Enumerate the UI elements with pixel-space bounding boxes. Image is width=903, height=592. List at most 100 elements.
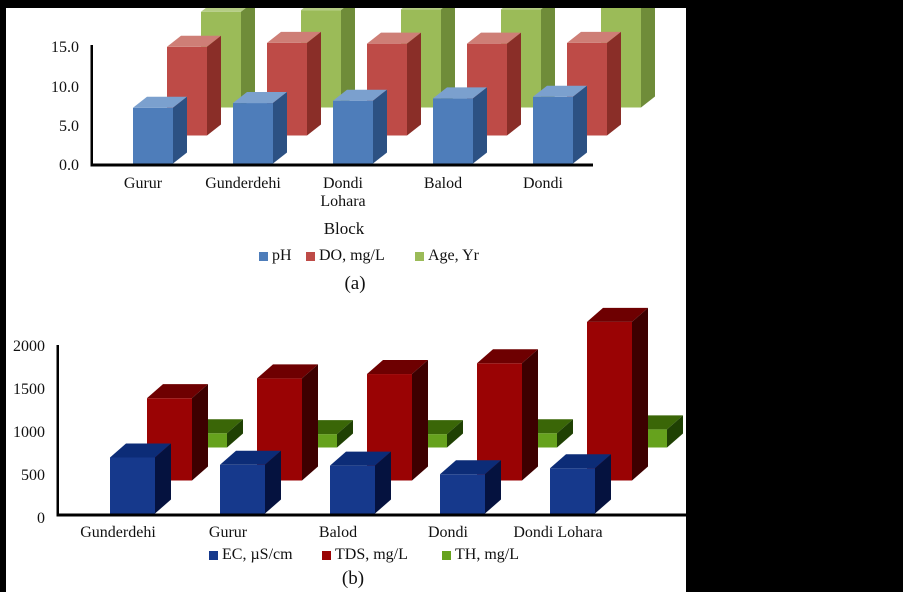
bar-top-b-s0-c0 bbox=[110, 443, 171, 458]
x-axis-b bbox=[56, 513, 686, 517]
chart-a-x-axis-title: Block bbox=[323, 219, 365, 238]
bar-side-a-s2-c2 bbox=[441, 0, 455, 108]
legend-swatch-b-0 bbox=[209, 551, 218, 560]
legend-label-b-0: EC, µS/cm bbox=[222, 546, 293, 563]
legend-label-a-1: DO, mg/L bbox=[319, 247, 385, 264]
bar-side-b-s2-c0 bbox=[227, 419, 243, 448]
y-tick-b-4: 2000 bbox=[13, 337, 45, 355]
bar-side-a-s1-c0 bbox=[207, 35, 221, 136]
category-label-b-4: Dondi Lohara bbox=[513, 524, 603, 541]
bar-front-b-s1-c4 bbox=[587, 321, 632, 481]
bar-side-a-s2-c0 bbox=[241, 0, 255, 108]
bar-top-a-s1-c2 bbox=[367, 32, 421, 44]
bar-front-b-s0-c2 bbox=[330, 465, 375, 514]
y-tick-b-3: 1500 bbox=[13, 380, 45, 398]
bar-top-a-s1-c4 bbox=[567, 31, 621, 43]
category-label-a-4: Dondi bbox=[523, 175, 563, 192]
bar-side-b-s2-c4 bbox=[667, 415, 683, 448]
bar-side-b-s1-c0 bbox=[192, 384, 208, 481]
bar-side-a-s1-c4 bbox=[607, 31, 621, 136]
legend-swatch-a-1 bbox=[306, 252, 315, 261]
bar-side-b-s2-c1 bbox=[337, 420, 353, 448]
bar-side-b-s0-c4 bbox=[595, 454, 611, 514]
bar-top-a-s1-c0 bbox=[167, 35, 221, 47]
category-label-b-2: Balod bbox=[318, 524, 358, 541]
bar-front-a-s0-c4 bbox=[533, 96, 573, 164]
bar-front-b-s0-c1 bbox=[220, 464, 265, 514]
bar-top-a-s0-c3 bbox=[433, 87, 487, 99]
bar-side-b-s0-c0 bbox=[155, 443, 171, 514]
bar-side-b-s0-c2 bbox=[375, 451, 391, 514]
bar-side-a-s1-c1 bbox=[307, 31, 321, 136]
bar-top-a-s1-c1 bbox=[267, 31, 321, 43]
y-axis-a bbox=[90, 45, 93, 167]
legend-swatch-a-2 bbox=[415, 252, 424, 261]
bar-side-b-s1-c1 bbox=[302, 364, 318, 481]
bar-side-a-s2-c1 bbox=[341, 0, 355, 108]
bar-top-b-s0-c4 bbox=[550, 454, 611, 469]
left-matte bbox=[0, 0, 6, 592]
chart-b-caption: (b) bbox=[341, 568, 365, 589]
bar-side-a-s0-c0 bbox=[173, 96, 187, 164]
bar-front-a-s0-c0 bbox=[133, 107, 173, 164]
category-label-a-0: Gurur bbox=[123, 175, 163, 192]
bar-side-a-s0-c2 bbox=[373, 89, 387, 164]
bar-top-b-s1-c4 bbox=[587, 307, 648, 322]
bar-top-b-s0-c3 bbox=[440, 460, 501, 475]
bar-top-a-s1-c3 bbox=[467, 32, 521, 44]
legend-swatch-a-0 bbox=[259, 252, 268, 261]
y-tick-a-1: 5.0 bbox=[59, 117, 79, 135]
y-axis-b bbox=[56, 345, 59, 517]
legend-label-b-1: TDS, mg/L bbox=[335, 546, 408, 563]
category-label-a-3: Balod bbox=[423, 175, 463, 192]
legend-label-a-2: Age, Yr bbox=[428, 247, 479, 264]
bar-top-b-s1-c0 bbox=[147, 384, 208, 399]
bar-side-a-s1-c2 bbox=[407, 32, 421, 136]
bar-top-a-s0-c4 bbox=[533, 85, 587, 97]
y-tick-b-2: 1000 bbox=[13, 423, 45, 441]
bar-front-a-s0-c3 bbox=[433, 98, 473, 164]
bar-front-b-s0-c4 bbox=[550, 468, 595, 514]
bar-side-b-s0-c1 bbox=[265, 450, 281, 514]
bar-top-a-s0-c2 bbox=[333, 89, 387, 101]
bar-side-b-s1-c3 bbox=[522, 349, 538, 481]
chart-a-caption: (a) bbox=[344, 273, 366, 294]
bar-top-b-s1-c1 bbox=[257, 364, 318, 379]
y-tick-a-0: 0.0 bbox=[59, 157, 79, 174]
y-tick-a-3: 15.0 bbox=[51, 39, 79, 57]
bar-side-a-s1-c3 bbox=[507, 32, 521, 136]
bar-side-b-s1-c2 bbox=[412, 360, 428, 481]
bar-top-b-s1-c3 bbox=[477, 349, 538, 364]
legend-label-b-2: TH, mg/L bbox=[455, 546, 519, 563]
bar-front-a-s0-c1 bbox=[233, 103, 273, 164]
bar-side-b-s0-c3 bbox=[485, 460, 501, 514]
legend-label-a-0: pH bbox=[272, 247, 292, 264]
bar-top-b-s1-c2 bbox=[367, 360, 428, 375]
legend-swatch-b-1 bbox=[322, 551, 331, 560]
bar-side-b-s1-c4 bbox=[632, 307, 648, 481]
bar-side-b-s2-c3 bbox=[557, 419, 573, 448]
category-label-b-3: Dondi bbox=[428, 524, 468, 541]
category-label-b-0: Gunderdehi bbox=[80, 524, 156, 541]
y-tick-b-0: 0 bbox=[37, 510, 45, 527]
bar-side-a-s0-c4 bbox=[573, 85, 587, 164]
y-tick-b-1: 500 bbox=[21, 466, 45, 484]
bar-side-b-s2-c2 bbox=[447, 420, 463, 448]
bar-side-a-s2-c3 bbox=[541, 0, 555, 108]
bar-top-a-s0-c0 bbox=[133, 96, 187, 108]
bar-front-a-s0-c2 bbox=[333, 100, 373, 164]
bar-top-b-s0-c2 bbox=[330, 451, 391, 466]
bar-side-a-s0-c1 bbox=[273, 92, 287, 164]
y-tick-a-2: 10.0 bbox=[51, 78, 79, 96]
category-label-a-2: Dondi Lohara bbox=[320, 175, 366, 211]
bar-top-a-s0-c1 bbox=[233, 92, 287, 104]
x-axis-a bbox=[90, 163, 593, 167]
bar-top-b-s0-c1 bbox=[220, 450, 281, 465]
category-label-b-1: Gurur bbox=[208, 524, 248, 541]
category-label-a-1: Gunderdehi bbox=[205, 175, 281, 192]
bar-side-a-s0-c3 bbox=[473, 87, 487, 164]
bar-front-b-s0-c3 bbox=[440, 474, 485, 514]
bar-front-b-s0-c0 bbox=[110, 457, 155, 514]
charts-svg bbox=[0, 0, 686, 592]
